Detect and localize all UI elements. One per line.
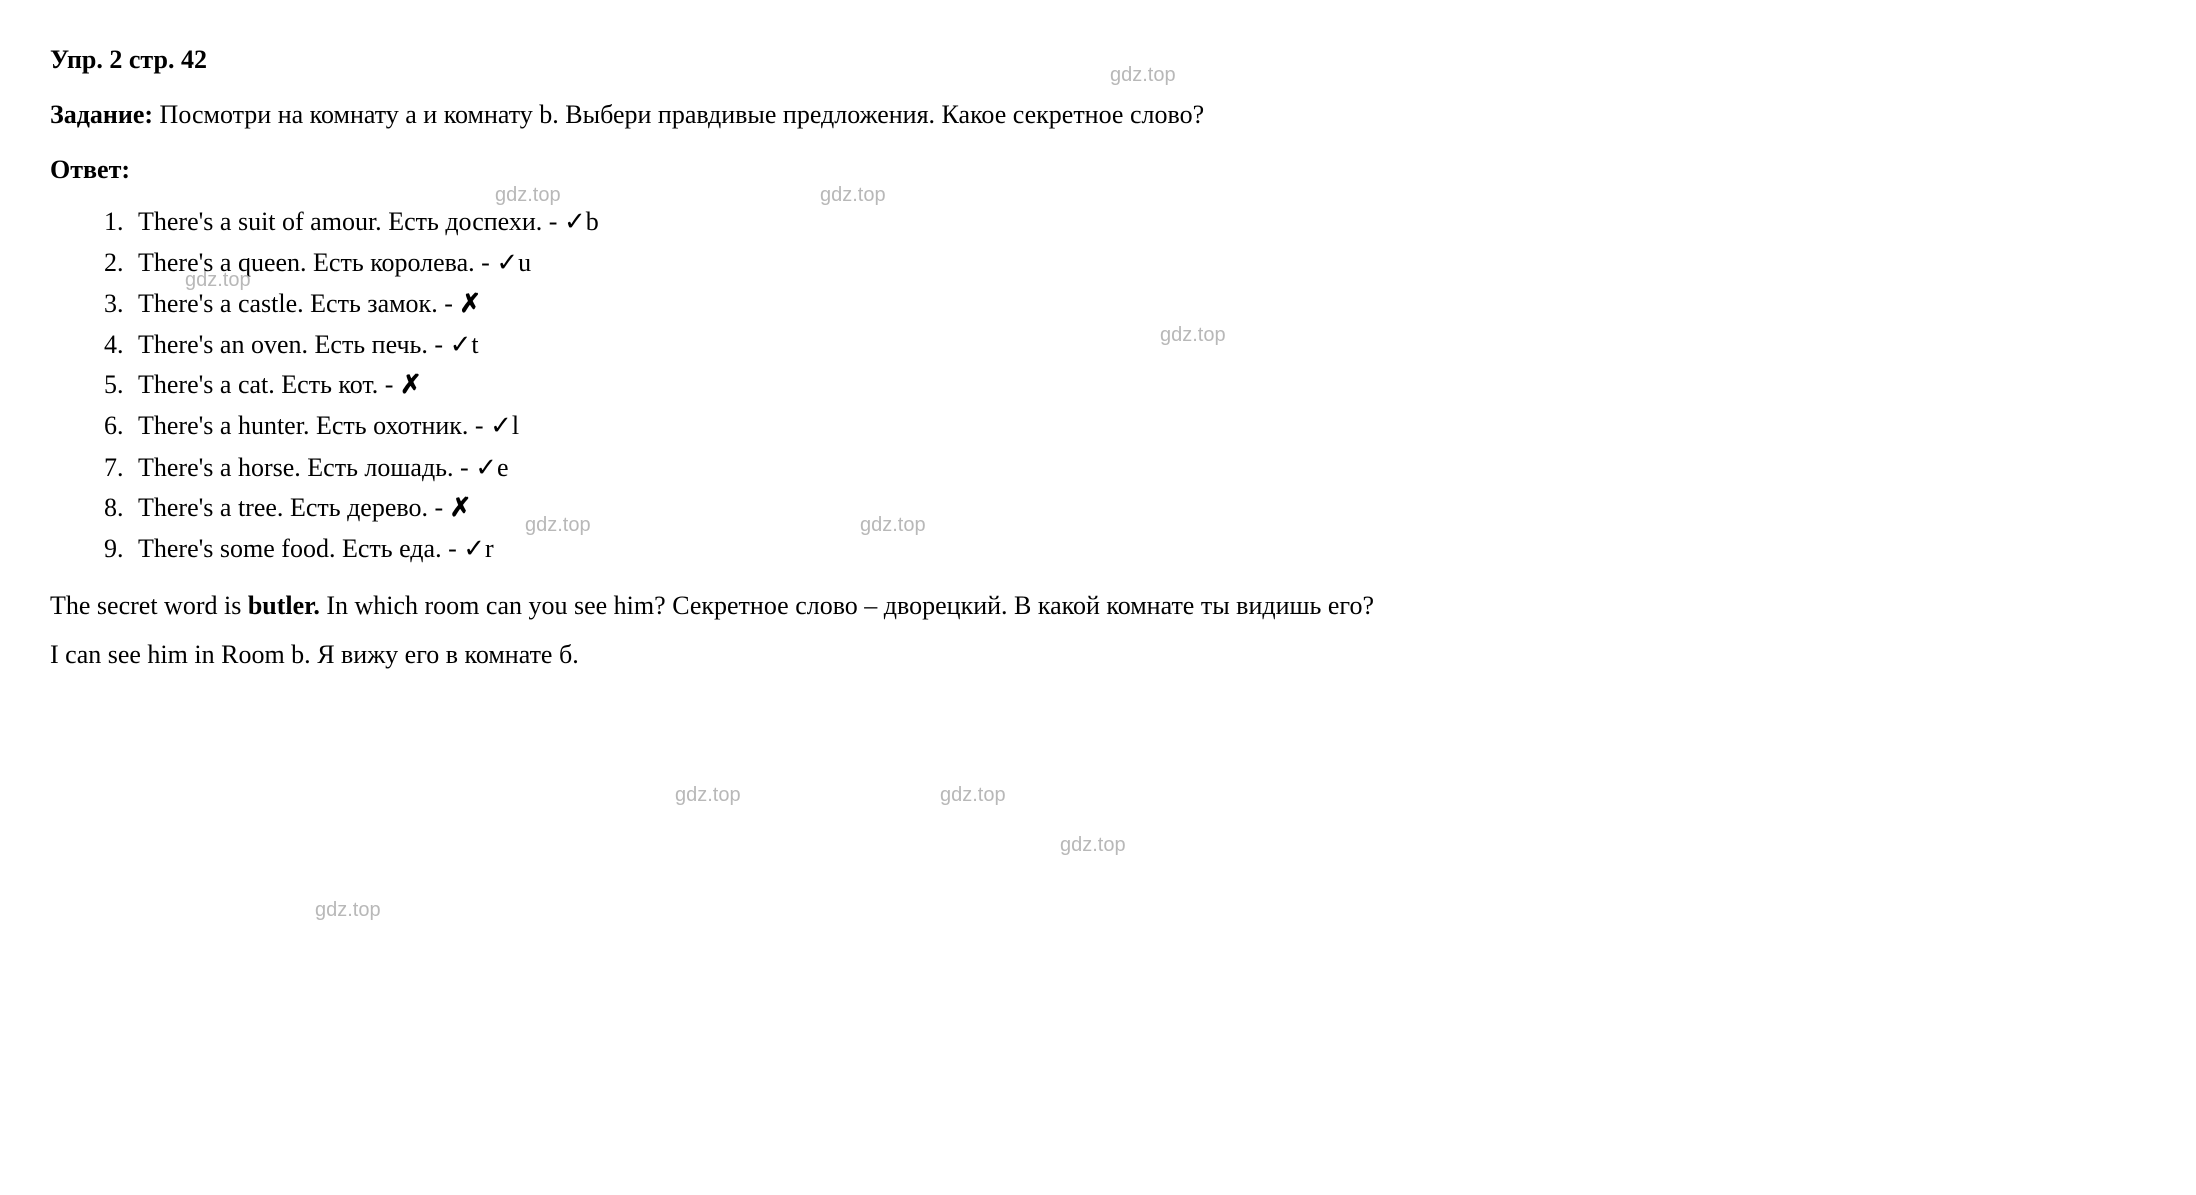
exercise-header: Упр. 2 стр. 42: [50, 40, 2146, 79]
exercise-number: Упр. 2 стр. 42: [50, 45, 207, 74]
item-ru: Есть королева. -: [307, 248, 497, 277]
check-icon: ✓: [496, 247, 518, 277]
answer-list: There's a suit of amour. Есть доспехи. -…: [50, 201, 2146, 570]
list-item: There's a hunter. Есть охотник. - ✓l: [130, 405, 2146, 446]
item-ru: Есть печь. -: [308, 330, 450, 359]
item-letter: u: [518, 248, 531, 277]
list-item: There's a horse. Есть лошадь. - ✓e: [130, 447, 2146, 488]
item-letter: r: [485, 534, 494, 563]
document-container: Упр. 2 стр. 42 Задание: Посмотри на комн…: [50, 40, 2146, 674]
list-item: There's an oven. Есть печь. - ✓t: [130, 324, 2146, 365]
item-letter: b: [586, 207, 599, 236]
watermark-text: gdz.top: [315, 895, 381, 925]
list-item: There's a tree. Есть дерево. - ✗: [130, 488, 2146, 528]
list-item: There's a suit of amour. Есть доспехи. -…: [130, 201, 2146, 242]
secret-ru: Секретное слово – дворецкий. В какой ком…: [666, 591, 1374, 620]
list-item: There's some food. Есть еда. - ✓r: [130, 528, 2146, 569]
watermark-text: gdz.top: [940, 780, 1006, 810]
final-ru: Я вижу его в комнате б.: [311, 640, 579, 669]
item-ru: Есть охотник. -: [309, 411, 490, 440]
item-ru: Есть дерево. -: [283, 493, 449, 522]
task-text: Посмотри на комнату a и комнату b. Выбер…: [153, 100, 1204, 129]
item-ru: Есть доспехи. -: [382, 207, 564, 236]
final-answer-block: I can see him in Room b. Я вижу его в ко…: [50, 635, 2146, 674]
item-ru: Есть замок. -: [304, 289, 460, 318]
secret-word-block: The secret word is butler. In which room…: [50, 586, 2146, 625]
answer-label-text: Ответ:: [50, 155, 130, 184]
cross-icon: ✗: [450, 493, 472, 522]
check-icon: ✓: [450, 329, 472, 359]
list-item: There's a queen. Есть королева. - ✓u: [130, 242, 2146, 283]
task-label: Задание:: [50, 100, 153, 129]
check-icon: ✓: [463, 533, 485, 563]
item-letter: l: [512, 411, 519, 440]
item-en: There's some food.: [138, 534, 335, 563]
item-letter: e: [497, 453, 509, 482]
list-item: There's a castle. Есть замок. - ✗: [130, 284, 2146, 324]
watermark-text: gdz.top: [1060, 830, 1126, 860]
item-en: There's a castle.: [138, 289, 304, 318]
cross-icon: ✗: [400, 370, 422, 399]
check-icon: ✓: [490, 410, 512, 440]
check-icon: ✓: [475, 452, 497, 482]
item-ru: Есть лошадь. -: [301, 453, 475, 482]
secret-prefix: The secret word is: [50, 591, 248, 620]
item-en: There's a cat.: [138, 370, 275, 399]
item-en: There's a queen.: [138, 248, 307, 277]
item-letter: t: [471, 330, 478, 359]
watermark-text: gdz.top: [675, 780, 741, 810]
final-en: I can see him in Room b.: [50, 640, 311, 669]
list-item: There's a cat. Есть кот. - ✗: [130, 365, 2146, 405]
secret-en-question: In which room can you see him?: [320, 591, 666, 620]
item-en: There's an oven.: [138, 330, 308, 359]
item-en: There's a hunter.: [138, 411, 309, 440]
item-en: There's a horse.: [138, 453, 301, 482]
item-en: There's a tree.: [138, 493, 283, 522]
check-icon: ✓: [564, 206, 586, 236]
secret-word: butler.: [248, 591, 320, 620]
item-ru: Есть кот. -: [275, 370, 400, 399]
task-block: Задание: Посмотри на комнату a и комнату…: [50, 95, 2146, 134]
item-ru: Есть еда. -: [335, 534, 463, 563]
cross-icon: ✗: [459, 289, 481, 318]
answer-block: Ответ:: [50, 150, 2146, 189]
item-en: There's a suit of amour.: [138, 207, 382, 236]
